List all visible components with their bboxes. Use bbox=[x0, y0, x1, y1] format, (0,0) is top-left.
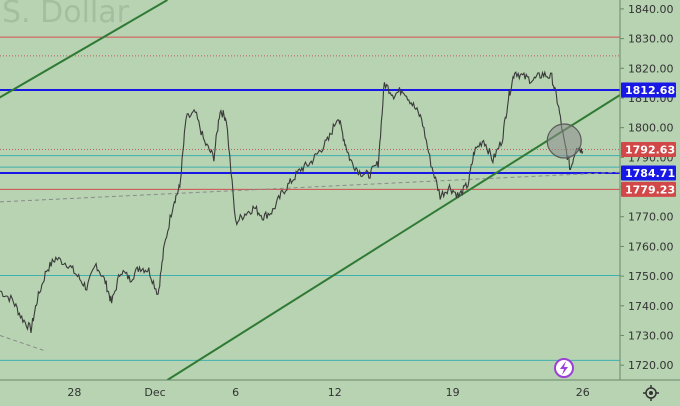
settings-gear-icon[interactable] bbox=[643, 385, 659, 401]
y-tick-label: 1750.00 bbox=[628, 270, 674, 283]
time-axis[interactable] bbox=[0, 380, 680, 406]
y-tick-label: 1720.00 bbox=[628, 359, 674, 372]
y-tick-label: 1800.00 bbox=[628, 122, 674, 135]
y-tick-label: 1730.00 bbox=[628, 329, 674, 342]
y-tick-label: 1770.00 bbox=[628, 211, 674, 224]
price-label-box-0 bbox=[621, 82, 676, 98]
y-tick-label: 1760.00 bbox=[628, 240, 674, 253]
trend-line-1 bbox=[166, 94, 621, 381]
trend-lines bbox=[0, 0, 621, 381]
price-line bbox=[0, 70, 584, 333]
x-tick-label: 28 bbox=[67, 386, 81, 399]
price-label-0: 1812.68 bbox=[625, 84, 675, 97]
price-series bbox=[0, 70, 584, 333]
trend-line-0 bbox=[0, 0, 168, 99]
x-axis-ticks: 28 Dec 6 12 19 26 bbox=[67, 386, 589, 399]
x-tick-label: 19 bbox=[446, 386, 460, 399]
trend-line-2 bbox=[0, 171, 621, 203]
price-label-box-2 bbox=[621, 165, 676, 181]
horizontal-levels bbox=[0, 36, 620, 361]
price-label-1: 1792.63 bbox=[625, 144, 675, 157]
price-label-2: 1784.71 bbox=[625, 167, 675, 180]
price-labels: 1812.68 1792.63 1784.71 1779.23 bbox=[621, 82, 676, 197]
y-tick-label: 1820.00 bbox=[628, 62, 674, 75]
marker-circle bbox=[546, 123, 582, 159]
price-label-box-1 bbox=[621, 142, 676, 158]
x-tick-label: 26 bbox=[576, 386, 590, 399]
price-label-3: 1779.23 bbox=[625, 183, 675, 196]
chart-title: S. Dollar bbox=[2, 0, 130, 30]
x-tick-label: 12 bbox=[328, 386, 342, 399]
highlight-circle bbox=[546, 123, 582, 159]
lightning-icon[interactable] bbox=[554, 358, 574, 378]
y-tick-label: 1740.00 bbox=[628, 300, 674, 313]
x-tick-label: 6 bbox=[232, 386, 239, 399]
plot-background bbox=[0, 0, 620, 380]
y-tick-label: 1830.00 bbox=[628, 33, 674, 46]
price-label-box-3 bbox=[621, 181, 676, 197]
trend-line-3 bbox=[0, 334, 44, 351]
y-tick-label: 1840.00 bbox=[628, 3, 674, 16]
y-axis-ticks: 1840.001830.001820.001810.001800.001790.… bbox=[620, 3, 674, 372]
x-tick-label: Dec bbox=[144, 386, 165, 399]
